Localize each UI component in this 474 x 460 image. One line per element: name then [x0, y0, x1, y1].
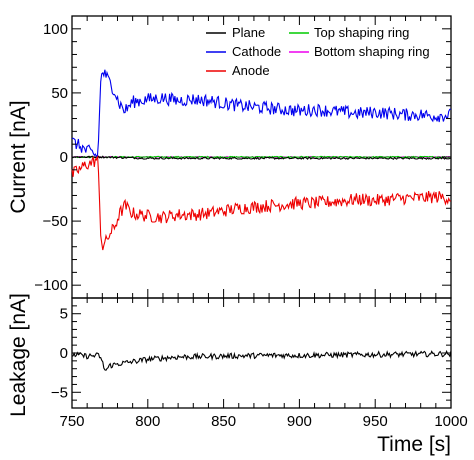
- current-y-tick-label: 0: [60, 149, 68, 166]
- x-axis-label: Time [s]: [377, 433, 451, 456]
- legend-label-cathode: Cathode: [232, 44, 281, 59]
- current-y-axis-label: Current [nA]: [7, 100, 30, 213]
- leakage-panel: −5 0 5 750 800 850 900 950 1000 Leakage [nA] Tim…: [7, 293, 468, 456]
- current-y-tick-label: 50: [51, 85, 68, 102]
- legend-label-plane: Plane: [232, 25, 265, 40]
- series-line-plane: [71, 155, 452, 161]
- legend-label-anode: Anode: [232, 63, 270, 78]
- series-line-anode: [71, 154, 451, 251]
- leakage-y-tick-label: 0: [60, 345, 68, 362]
- legend: Plane Top shaping ring Cathode Bottom sh…: [206, 25, 430, 78]
- current-y-tick-label: 100: [43, 21, 68, 38]
- leakage-y-tick-label: 5: [60, 306, 68, 323]
- leakage-y-tick-label: −5: [51, 384, 68, 401]
- legend-label-top-shaping-ring: Top shaping ring: [314, 25, 409, 40]
- x-tick-label: 950: [363, 413, 388, 430]
- x-tick-label: 850: [211, 413, 236, 430]
- x-tick-label: 900: [287, 413, 312, 430]
- x-tick-label: 800: [135, 413, 160, 430]
- x-tick-label: 750: [59, 413, 84, 430]
- series-line-cathode: [71, 69, 451, 158]
- legend-label-bottom-shaping-ring: Bottom shaping ring: [314, 44, 430, 59]
- current-y-tick-label: −100: [34, 277, 68, 294]
- x-tick-label: 1000: [434, 413, 467, 430]
- current-y-tick-label: −50: [43, 213, 68, 230]
- current-panel: −100 −50 0 50 100 Current [nA] Plane Top sha…: [7, 15, 452, 299]
- series-line-top-shaping-ring: [71, 155, 452, 159]
- series-line-leakage: [71, 349, 452, 371]
- leakage-y-axis-label: Leakage [nA]: [7, 293, 30, 417]
